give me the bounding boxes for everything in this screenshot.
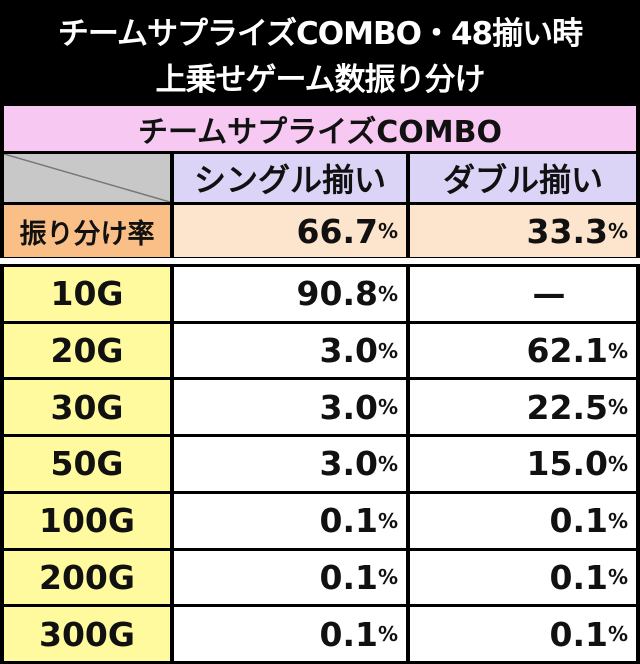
value-cell: 3.0% [174, 323, 406, 378]
value: 0.1 [319, 501, 378, 541]
value-cell: 22.5% [410, 380, 636, 435]
value: 0.1 [549, 501, 608, 541]
row-label: 10G [4, 267, 170, 321]
row-label: 100G [4, 493, 170, 548]
value: 33.3 [526, 211, 608, 251]
value: 0.1 [319, 557, 378, 597]
row-label: 20G [4, 323, 170, 378]
value: 0.1 [549, 614, 608, 654]
unit: % [377, 281, 398, 306]
value: 62.1 [526, 331, 608, 371]
row-label: 200G [4, 550, 170, 605]
value: 15.0 [526, 444, 608, 484]
value-cell: 0.1% [174, 607, 406, 661]
value: 0.1 [319, 614, 378, 654]
value-cell: 0.1% [410, 493, 636, 548]
value-cell: 3.0% [174, 380, 406, 435]
value-cell: 66.7% [174, 205, 406, 257]
value: 3.0 [319, 387, 378, 427]
unit: % [607, 451, 628, 476]
value: 90.8 [296, 274, 378, 314]
value-cell: 0.1% [174, 550, 406, 605]
unit: % [377, 338, 398, 363]
row-label: 50G [4, 437, 170, 491]
value: 22.5 [526, 387, 608, 427]
rate-label: 振り分け率 [4, 205, 170, 257]
unit: % [377, 508, 398, 533]
unit: % [607, 219, 628, 243]
corner-cell [4, 154, 170, 202]
value: 0.1 [549, 557, 608, 597]
unit: % [607, 565, 628, 590]
value-cell: 15.0% [410, 437, 636, 491]
value-cell: 0.1% [410, 550, 636, 605]
value: 66.7 [296, 211, 378, 251]
unit: % [607, 508, 628, 533]
value-cell: 0.1% [410, 607, 636, 661]
value: — [532, 274, 566, 314]
row-label: 30G [4, 380, 170, 435]
diagonal [4, 154, 170, 202]
unit: % [377, 451, 398, 476]
unit: % [377, 219, 398, 243]
value: 3.0 [319, 444, 378, 484]
value: 3.0 [319, 331, 378, 371]
caption: チームサプライズCOMBO [4, 106, 636, 151]
column-header: シングル揃い [174, 154, 406, 202]
unit: % [377, 622, 398, 647]
value-cell: 62.1% [410, 323, 636, 378]
value-cell: 0.1% [174, 493, 406, 548]
gap [0, 258, 640, 264]
column-header: ダブル揃い [410, 154, 636, 202]
unit: % [607, 622, 628, 647]
value-cell: — [410, 267, 636, 321]
title-line: チームサプライズCOMBO・48揃い時 [57, 16, 583, 52]
value-cell: 90.8% [174, 267, 406, 321]
value-cell: 3.0% [174, 437, 406, 491]
title-line: 上乗せゲーム数振り分け [155, 62, 485, 98]
unit: % [607, 338, 628, 363]
unit: % [377, 565, 398, 590]
unit: % [377, 395, 398, 420]
value-cell: 33.3% [410, 205, 636, 257]
row-label: 300G [4, 607, 170, 661]
unit: % [607, 395, 628, 420]
